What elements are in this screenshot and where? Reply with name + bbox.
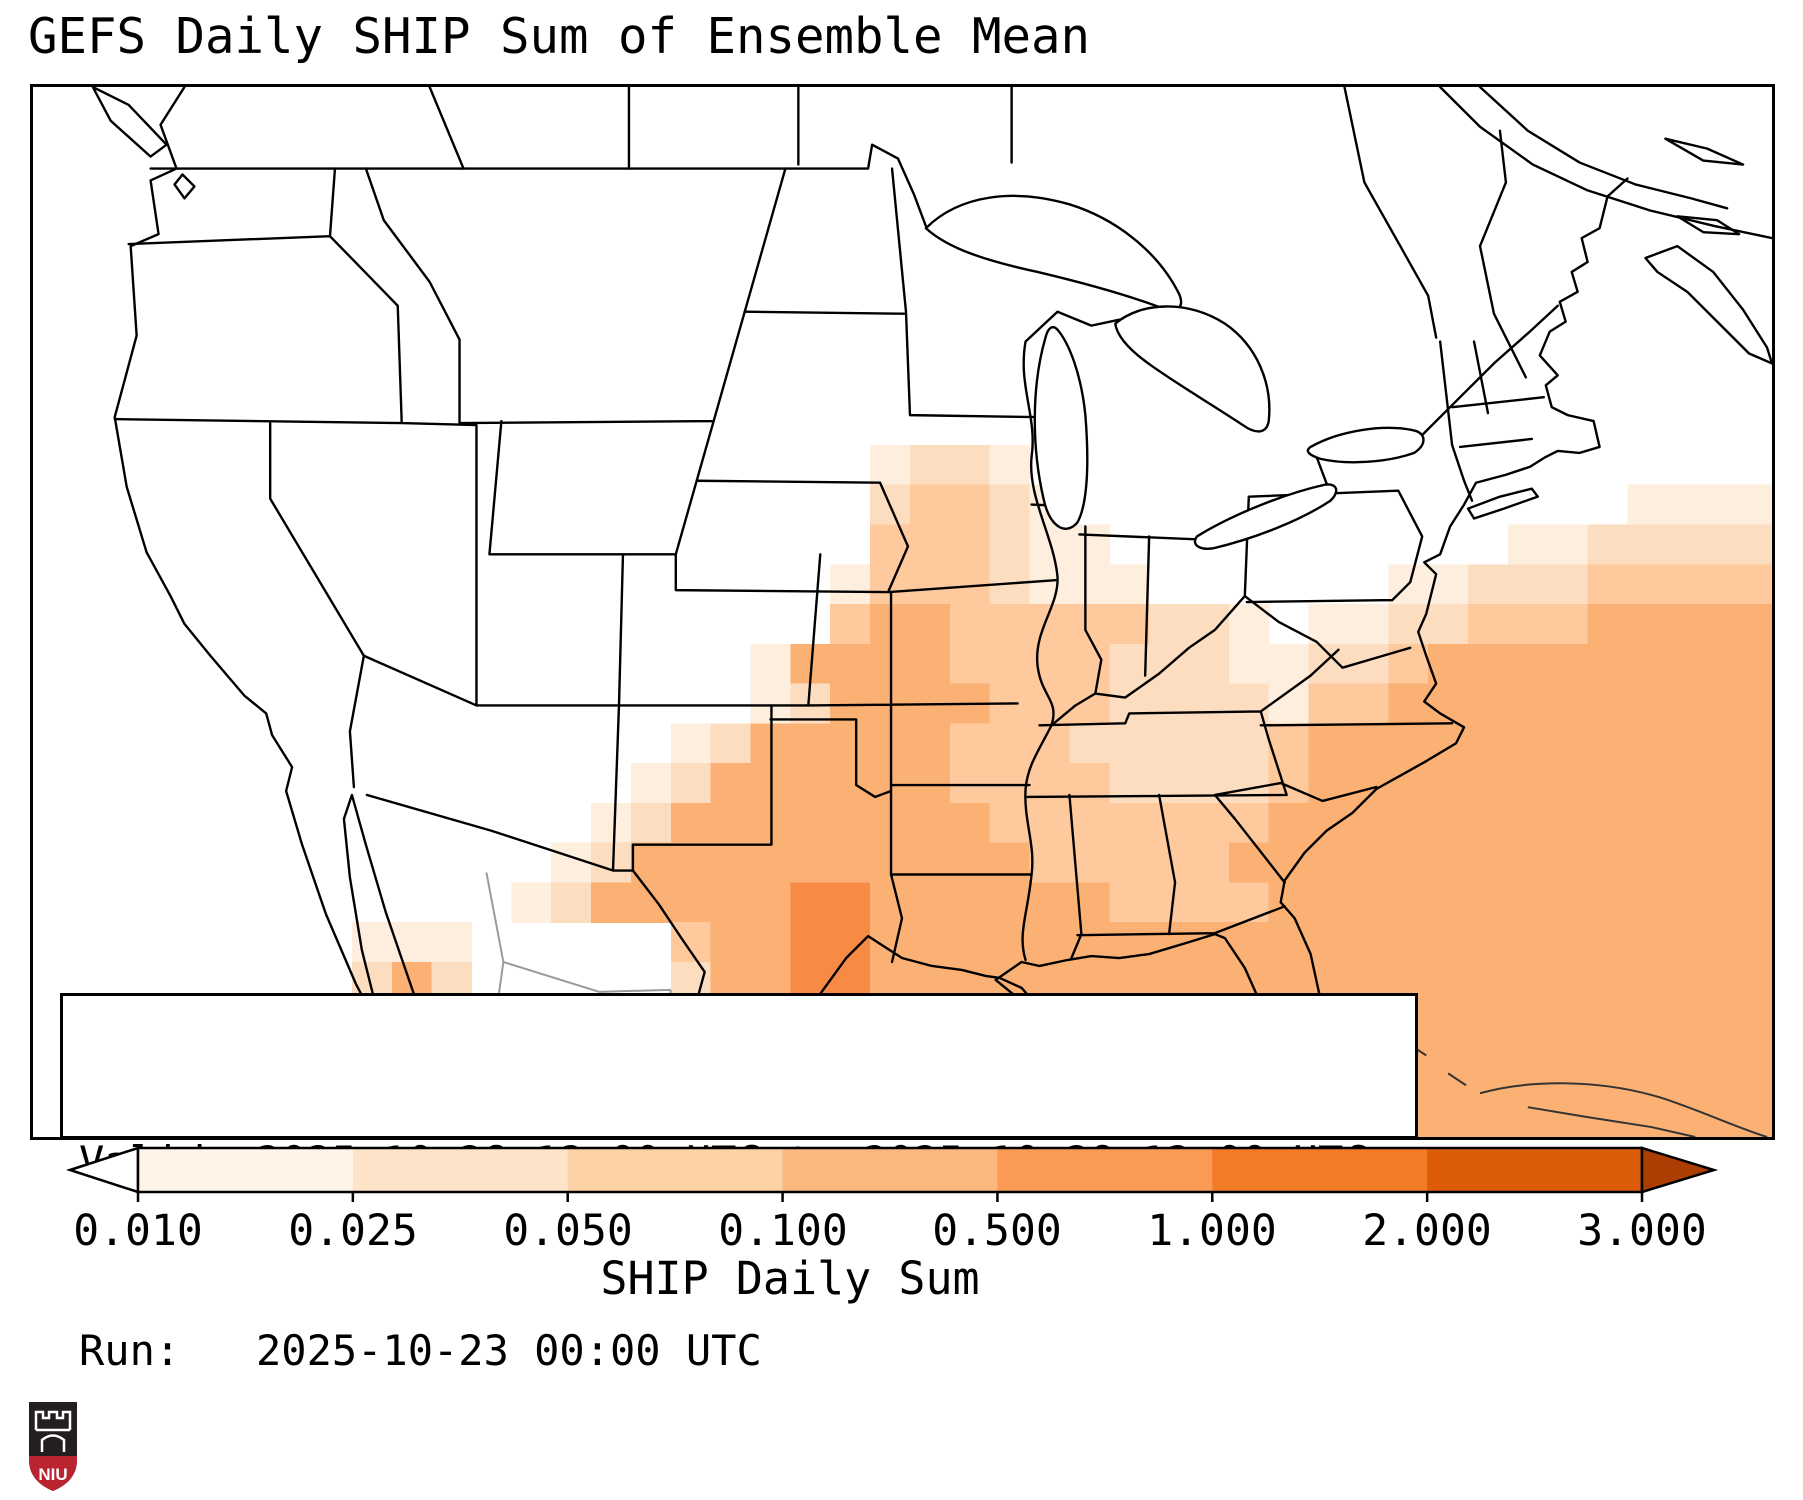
lake-huron bbox=[1114, 305, 1271, 433]
lake-erie bbox=[1193, 483, 1338, 550]
canada-border-line bbox=[149, 143, 928, 228]
colorbar-tick-label: 0.100 bbox=[718, 1206, 848, 1256]
gulf-atlantic-coastline bbox=[777, 177, 1629, 1129]
run-time-text: Run: 2025-10-23 00:00 UTC bbox=[79, 1326, 762, 1375]
vancouver-island-outline bbox=[91, 87, 168, 158]
pacific-mexico-coastline bbox=[113, 87, 459, 1137]
colorbar-tick-label: 0.050 bbox=[503, 1206, 633, 1256]
niu-banner bbox=[29, 1456, 77, 1491]
lake-superior bbox=[924, 194, 1183, 312]
st-lawrence-north-shore bbox=[1438, 87, 1772, 240]
cuba-outline bbox=[1479, 1082, 1768, 1137]
pei-outline bbox=[1676, 215, 1741, 236]
canada-province-lines bbox=[428, 87, 1438, 339]
colorbar-tick-label: 0.500 bbox=[932, 1206, 1062, 1256]
validity-info-box: Valid: 2025-10-28 12:00 UTC to 2025-10-2… bbox=[60, 993, 1418, 1375]
niu-logo: NIU bbox=[29, 1402, 77, 1491]
colorbar-tick-label: 1.000 bbox=[1147, 1206, 1277, 1256]
lake-michigan bbox=[1033, 326, 1089, 530]
long-island-outline bbox=[1466, 487, 1540, 520]
geography-lines bbox=[91, 87, 1772, 1137]
great-lakes bbox=[924, 194, 1425, 550]
colorbar bbox=[65, 1146, 1719, 1202]
colorbar-tick-label: 0.010 bbox=[73, 1206, 203, 1256]
anticosti-outline bbox=[1664, 137, 1745, 166]
map-panel: Valid: 2025-10-28 12:00 UTC to 2025-10-2… bbox=[30, 84, 1775, 1375]
colorbar-axis-label: SHIP Daily Sum bbox=[600, 1252, 980, 1305]
colorbar-tick-label: 2.000 bbox=[1362, 1206, 1492, 1256]
st-lawrence-south-shore bbox=[1478, 87, 1729, 210]
niu-castle-icon bbox=[34, 1410, 72, 1452]
us-map bbox=[91, 87, 1772, 1137]
figure-title: GEFS Daily SHIP Sum of Ensemble Mean bbox=[28, 8, 1091, 65]
small-island-outline bbox=[173, 173, 196, 200]
colorbar-tick-label: 0.025 bbox=[288, 1206, 418, 1256]
colorbar-tick-label: 3.000 bbox=[1577, 1206, 1707, 1256]
nova-scotia-outline bbox=[1644, 244, 1772, 365]
state-boundaries-west bbox=[113, 167, 822, 1075]
niu-logo-text: NIU bbox=[38, 1465, 67, 1484]
state-boundaries-central bbox=[674, 167, 1247, 964]
lake-ontario bbox=[1306, 426, 1425, 464]
